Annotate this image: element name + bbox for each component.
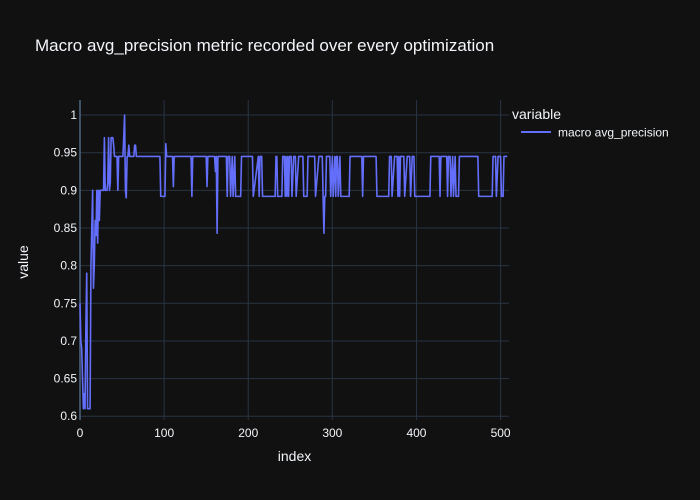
y-tick-label: 0.6 <box>60 409 77 423</box>
y-tick-label: 0.95 <box>54 146 78 160</box>
x-tick-label: 500 <box>491 426 511 440</box>
y-tick-label: 0.85 <box>54 221 78 235</box>
series-layer <box>79 114 508 410</box>
legend-label-macro-avg-precision: macro avg_precision <box>558 126 669 140</box>
y-axis-title: value <box>15 245 31 279</box>
x-tick-label: 400 <box>406 426 426 440</box>
legend-title: variable <box>512 106 561 122</box>
y-tick-label: 1 <box>70 108 77 122</box>
y-tick-label: 0.75 <box>54 296 78 310</box>
x-tick-label: 300 <box>322 426 342 440</box>
y-tick-label: 0.9 <box>60 183 77 197</box>
x-tick-label: 200 <box>238 426 258 440</box>
series-line-macro-avg-precision[interactable] <box>79 114 508 410</box>
x-tick-label: 0 <box>77 426 84 440</box>
chart-title: Macro avg_precision metric recorded over… <box>35 36 494 55</box>
y-tick-label: 0.65 <box>54 372 78 386</box>
y-tick-label: 0.7 <box>60 334 77 348</box>
tick-labels: 0.6 0.65 0.7 0.75 0.8 0.85 0.9 0.95 1 0 100 200 300 4… <box>54 108 511 440</box>
x-axis-title: index <box>278 448 311 464</box>
legend[interactable]: variable macro avg_precision <box>512 106 669 140</box>
y-tick-label: 0.8 <box>60 259 77 273</box>
x-tick-label: 100 <box>154 426 174 440</box>
grid-layer <box>79 100 509 420</box>
